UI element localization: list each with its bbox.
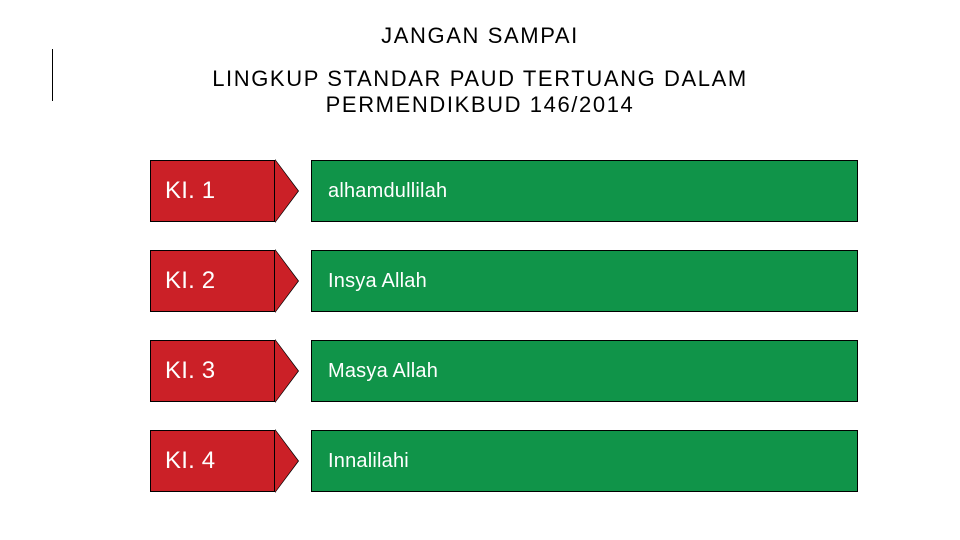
- ki-bar-label: Innalilahi: [312, 450, 409, 473]
- ki-bar: alhamdullilah: [311, 160, 858, 222]
- chevron-right-icon: [275, 340, 298, 402]
- ki-tag: KI. 4: [150, 430, 275, 492]
- ki-bar: Innalilahi: [311, 430, 858, 492]
- ki-bar-label: alhamdullilah: [312, 180, 447, 203]
- chevron-right-icon: [275, 250, 298, 312]
- ki-bar-label: Masya Allah: [312, 360, 438, 383]
- ki-tag: KI. 3: [150, 340, 275, 402]
- title-line-1: JANGAN SAMPAI: [0, 23, 960, 49]
- ki-bar-label: Insya Allah: [312, 270, 427, 293]
- chevron-right-icon: [275, 160, 298, 222]
- title-line-2: LINGKUP STANDAR PAUD TERTUANG DALAM PERM…: [0, 66, 960, 118]
- slide: JANGAN SAMPAI LINGKUP STANDAR PAUD TERTU…: [0, 0, 960, 540]
- ki-tag: KI. 1: [150, 160, 275, 222]
- ki-tag-label: KI. 3: [151, 357, 215, 385]
- ki-tag: KI. 2: [150, 250, 275, 312]
- chevron-right-icon: [275, 430, 298, 492]
- ki-tag-label: KI. 2: [151, 267, 215, 295]
- ki-tag-label: KI. 1: [151, 177, 215, 205]
- ki-bar: Insya Allah: [311, 250, 858, 312]
- ki-tag-label: KI. 4: [151, 447, 215, 475]
- ki-bar: Masya Allah: [311, 340, 858, 402]
